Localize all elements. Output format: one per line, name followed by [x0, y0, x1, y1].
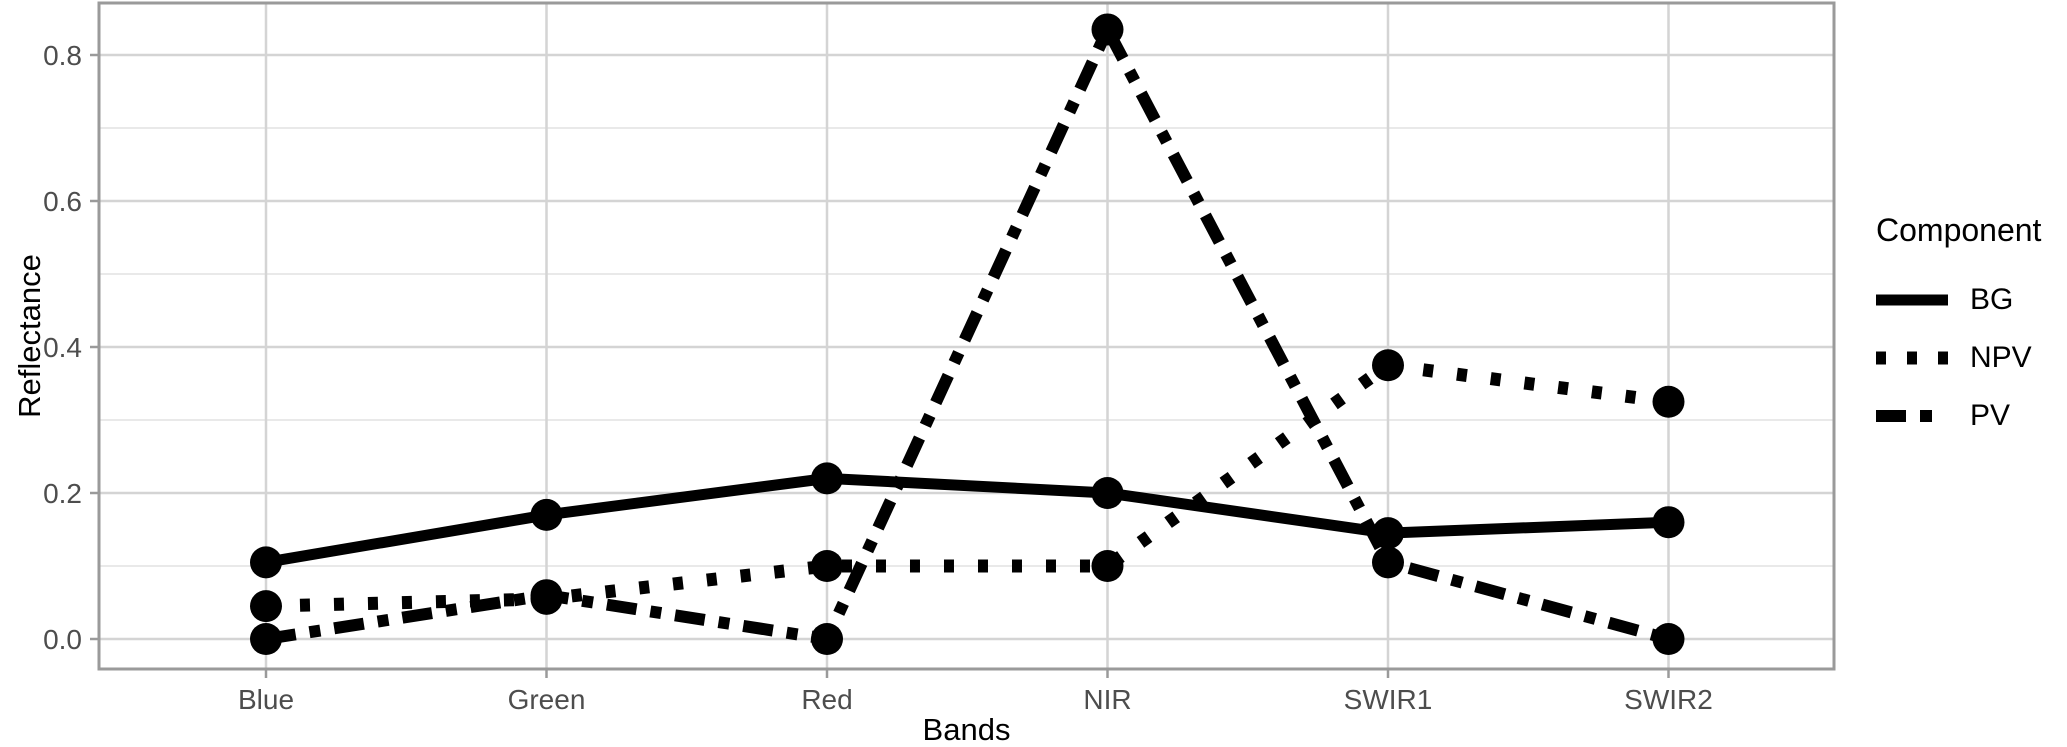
x-axis-title: Bands — [923, 712, 1011, 747]
legend-item-NPV: NPV — [1876, 341, 2066, 375]
series-line-PV — [265, 15, 1671, 646]
data-point — [1652, 385, 1685, 418]
data-point — [1372, 349, 1404, 382]
gridlines-minor — [99, 127, 1834, 567]
x-tick-labels: Blue Green Red NIR SWIR1 SWIR2 — [238, 684, 1713, 715]
data-point — [530, 579, 563, 612]
series-points-BG — [250, 462, 1685, 579]
data-point — [250, 623, 282, 655]
x-tick-label: NIR — [1083, 684, 1131, 715]
legend-label: NPV — [1970, 341, 2032, 374]
data-point — [811, 462, 843, 495]
x-tick-label: SWIR1 — [1344, 684, 1433, 715]
series-line-BG — [265, 472, 1669, 568]
y-tick-label: 0.6 — [43, 186, 82, 217]
data-point — [1652, 623, 1685, 655]
y-tick-label: 0.4 — [43, 332, 82, 363]
x-tick-label: Blue — [238, 684, 294, 715]
legend-item-PV: PV — [1876, 399, 2066, 433]
legend-key-solid-line-icon — [1876, 294, 1948, 306]
data-point — [1091, 13, 1124, 46]
legend-key-longdash-line-icon — [1876, 410, 1948, 422]
x-tick-label: Red — [801, 684, 852, 715]
data-point — [1372, 546, 1404, 579]
data-point — [811, 623, 843, 655]
x-tick-label: Green — [508, 684, 586, 715]
legend-key-dotted-line-icon — [1876, 351, 1948, 365]
data-point — [1652, 506, 1685, 539]
x-tick-label: SWIR2 — [1624, 684, 1713, 715]
y-tick-labels: 0.0 0.2 0.4 0.6 0.8 — [43, 40, 82, 655]
data-point — [250, 590, 282, 623]
y-tick-label: 0.8 — [43, 40, 82, 71]
series-points-PV — [250, 13, 1685, 655]
y-tick-label: 0.2 — [43, 478, 82, 509]
data-point — [530, 498, 563, 531]
legend-label: PV — [1970, 399, 2011, 432]
legend-items: BG NPV PV — [1876, 283, 2066, 433]
legend-label: BG — [1970, 283, 2014, 316]
data-point — [1372, 517, 1404, 550]
legend: Component BG NPV PV — [1876, 212, 2066, 457]
axis-ticks — [90, 53, 1670, 678]
y-axis-title: Reflectance — [12, 254, 47, 418]
data-point — [250, 546, 282, 579]
legend-item-BG: BG — [1876, 283, 2066, 317]
data-point — [811, 550, 843, 582]
data-point — [1091, 550, 1124, 582]
data-point — [1091, 477, 1124, 509]
y-tick-label: 0.0 — [43, 624, 82, 655]
panel-border — [97, 1, 1836, 671]
legend-title: Component — [1876, 212, 2042, 248]
